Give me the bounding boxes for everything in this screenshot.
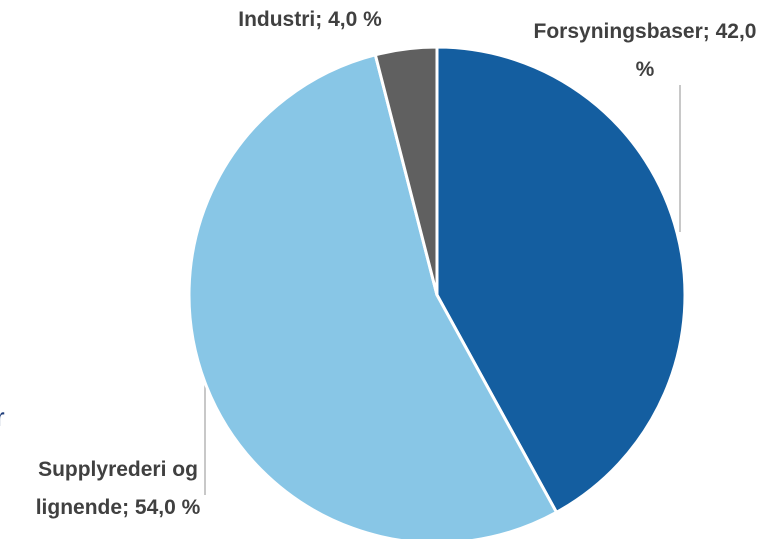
value-label: 42,0 % (635, 20, 757, 81)
data-label: Forsyningsbaser; 42,0 % (530, 13, 760, 89)
label-separator: ; (315, 8, 329, 31)
data-label: Supplyrederi og lignende; 54,0 % (3, 451, 233, 527)
value-label: 4,0 % (328, 8, 382, 31)
pie-slice (373, 45, 439, 297)
value-label: 54,0 % (134, 496, 201, 519)
annotation: r (0, 402, 5, 432)
label-separator: ; (702, 20, 716, 43)
data-label: Industri; 4,0 % (180, 1, 440, 39)
category-name: Industri (238, 8, 316, 31)
category-name: Supplyrederi og lignende (35, 458, 198, 519)
category-name: Forsyningsbaser (533, 20, 703, 43)
label-separator: ; (122, 496, 135, 519)
pie-slice (187, 53, 558, 539)
pie-slice (435, 45, 687, 514)
